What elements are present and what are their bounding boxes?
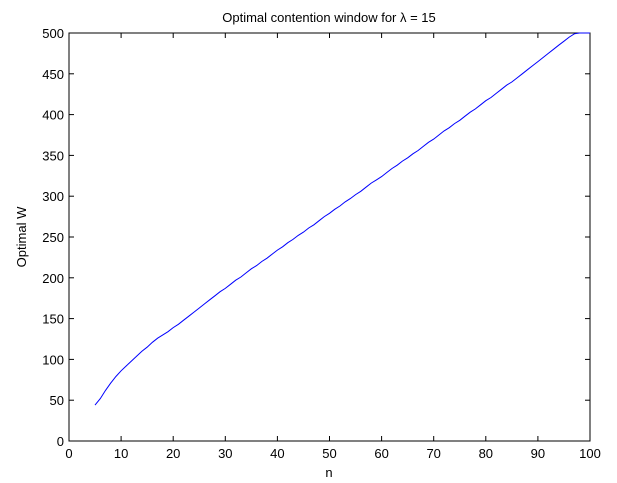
x-tick-label: 60 [374, 446, 388, 461]
x-tick-label: 40 [270, 446, 284, 461]
y-tick-label: 500 [42, 26, 64, 41]
y-tick-label: 450 [42, 67, 64, 82]
y-tick-label: 250 [42, 230, 64, 245]
y-tick-label: 150 [42, 312, 64, 327]
y-axis-label: Optimal W [14, 206, 29, 267]
x-tick-label: 0 [65, 446, 72, 461]
y-tick-label: 350 [42, 148, 64, 163]
x-tick-label: 10 [114, 446, 128, 461]
series-line [94, 32, 590, 406]
x-axis-label: n [325, 465, 332, 480]
y-tick-label: 200 [42, 271, 64, 286]
series-layer [94, 32, 590, 406]
y-tick-label: 50 [50, 393, 64, 408]
x-tick-label: 90 [531, 446, 545, 461]
x-tick-label: 70 [426, 446, 440, 461]
x-tick-label: 30 [218, 446, 232, 461]
y-axis-ticks: 0 50 100 150 200 250 300 350 400 450 500 [42, 26, 590, 449]
x-tick-label: 20 [166, 446, 180, 461]
x-axis-ticks: 0 10 20 30 40 50 60 70 80 90 100 [65, 33, 601, 461]
x-tick-label: 50 [322, 446, 336, 461]
chart-title: Optimal contention window for λ = 15 [222, 10, 436, 25]
y-tick-label: 400 [42, 108, 64, 123]
y-tick-label: 0 [57, 434, 64, 449]
x-tick-label: 80 [479, 446, 493, 461]
x-tick-label: 100 [579, 446, 601, 461]
plot-area [68, 32, 591, 442]
y-tick-label: 300 [42, 189, 64, 204]
y-tick-label: 100 [42, 352, 64, 367]
